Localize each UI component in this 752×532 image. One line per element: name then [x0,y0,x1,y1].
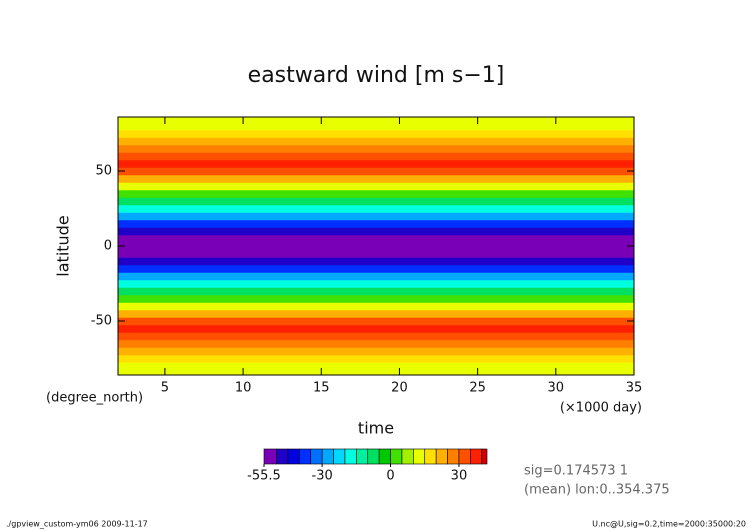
colorbar-box [344,448,357,465]
cell [118,257,634,266]
colorbar-label: -55.5 [247,469,281,484]
y-axis-unit: (degree_north) [46,391,143,406]
cell [118,294,634,303]
cell [118,129,634,138]
cell [118,159,634,168]
colorbar-box [481,448,488,465]
colorbar-box [378,448,391,465]
cell [118,354,634,363]
cell [118,242,634,251]
cell [118,324,634,333]
y-tick-label: 50 [95,164,112,179]
cell [118,204,634,213]
x-tick-label: 5 [161,381,169,396]
x-tick-label: 10 [235,381,252,396]
cell [118,189,634,198]
colorbar-box [435,448,448,465]
y-axis-label: latitude [54,215,73,276]
colorbar-box [310,448,323,465]
colorbar-box [287,448,300,465]
cell [118,347,634,356]
colorbar-label: 30 [451,469,468,484]
cell [118,122,634,131]
cell [118,234,634,243]
colorbar-label: 0 [386,469,394,484]
chart-title: eastward wind [m s−1] [248,63,505,88]
cell [118,182,634,191]
cell [118,212,634,221]
annotation: (mean) lon:0..354.375 [524,483,670,498]
x-tick-label: 35 [626,381,643,396]
cell [118,152,634,161]
colorbar-box [458,448,471,465]
colorbar-box [447,448,460,465]
cell [118,362,634,371]
annotation: sig=0.174573 1 [524,464,628,479]
colorbar-box [333,448,346,465]
colorbar-box [263,448,277,465]
colorbar-box [424,448,437,465]
cell [118,309,634,318]
x-tick-label: 30 [548,381,565,396]
cell [118,264,634,273]
colorbar-box [367,448,380,465]
cell [118,302,634,311]
x-tick-label: 25 [469,381,486,396]
cell [118,339,634,348]
colorbar-box [299,448,312,465]
cell [118,174,634,183]
colorbar-box [321,448,334,465]
colorbar-box [413,448,426,465]
cell [118,369,634,376]
colorbar-box [356,448,369,465]
cell [118,227,634,236]
x-tick-label: 15 [313,381,330,396]
cell [118,117,634,123]
cell [118,317,634,326]
cell [118,219,634,228]
y-tick-label: 0 [104,239,112,254]
colorbar-box [470,448,483,465]
colorbar-box [276,448,289,465]
cell [118,137,634,146]
y-tick-label: -50 [91,314,112,329]
footer: ./gpview_custom-ym06 2009-11-17 [6,520,148,529]
x-axis-unit: (×1000 day) [560,401,642,416]
x-axis-label: time [358,419,394,438]
cell [118,197,634,206]
cell [118,279,634,288]
cell [118,332,634,341]
colorbar-label: -30 [312,469,333,484]
x-tick-label: 20 [391,381,408,396]
cell [118,287,634,296]
footer: U.nc@U,sig=0.2,time=2000:35000:20 [592,520,746,529]
colorbar-box [401,448,414,465]
colorbar-box [390,448,403,465]
cell [118,167,634,176]
cell [118,272,634,281]
cell [118,144,634,153]
cell [118,249,634,258]
